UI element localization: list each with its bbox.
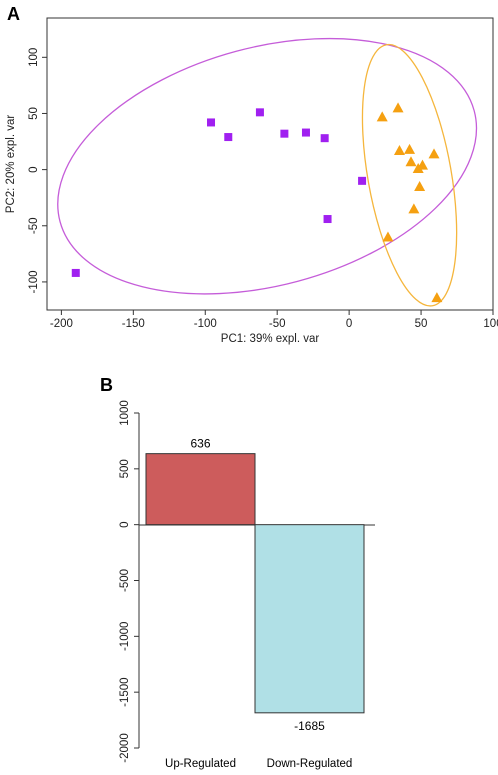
scatter-point-square [255, 108, 264, 117]
bar-y-tick-label: -2000 [119, 733, 131, 762]
bar-value-label: 636 [190, 437, 210, 451]
scatter-point-triangle [408, 203, 420, 214]
pca-x-tick-label: -50 [269, 318, 286, 330]
regulation-bar-chart: 1000 500 0 -500 -1000 -1500 -2000 636 Up-Regula… [119, 400, 375, 770]
scatter-point-square [207, 118, 216, 127]
pca-plot-frame [46, 17, 494, 311]
bar-category-label: Up-Regulated [165, 758, 236, 770]
pca-y-tick-label: -50 [28, 217, 40, 234]
pca-x-tick-label: -200 [50, 318, 73, 330]
scatter-point-square [280, 129, 289, 138]
pca-x-axis-label: PC1: 39% expl. var [221, 333, 320, 345]
bar-y-tick-label: -1000 [119, 622, 131, 651]
panel-a-letter: A [7, 4, 20, 24]
bar-y-tick-label: -1500 [119, 677, 131, 706]
bar-y-tick-label: 0 [119, 521, 131, 527]
bar-category-label: Down-Regulated [267, 758, 353, 770]
pca-scatter-plot: -200 -150 -100 -50 0 50 100 -100 -50 0 50 100 PC1:… [5, 17, 498, 345]
scatter-point-square [71, 268, 80, 277]
bar-y-tick-label: -500 [119, 569, 131, 592]
confidence-ellipse-1 [57, 37, 478, 295]
pca-y-axis-label: PC2: 20% expl. var [5, 115, 17, 214]
pca-y-tick-label: 100 [28, 48, 40, 67]
scatter-point-triangle [376, 111, 388, 122]
bar-down-regulated [254, 524, 365, 714]
bar-up-regulated [145, 453, 256, 526]
pca-x-tick-label: -150 [122, 318, 145, 330]
scatter-point-triangle [393, 145, 405, 156]
pca-y-tick-label: -100 [28, 270, 40, 293]
pca-x-tick-label: 0 [346, 318, 352, 330]
scatter-point-triangle [392, 102, 404, 113]
pca-x-tick-label: 50 [415, 318, 428, 330]
pca-x-tick-label: -100 [194, 318, 217, 330]
pca-x-tick-label: 100 [483, 318, 498, 330]
scatter-point-square [323, 215, 332, 224]
scatter-point-square [358, 176, 367, 185]
bar-y-tick-label: 500 [119, 459, 131, 478]
pca-y-tick-label: 50 [28, 107, 40, 120]
panel-b-letter: B [100, 375, 113, 395]
scatter-point-triangle [405, 156, 417, 167]
scatter-point-triangle [417, 159, 429, 170]
scatter-point-triangle [404, 143, 416, 154]
scatter-point-triangle [431, 292, 443, 303]
scatter-point-square [320, 134, 329, 143]
bar-y-tick-label: 1000 [119, 400, 131, 426]
scatter-point-square [301, 128, 310, 137]
pca-y-tick-label: 0 [28, 166, 40, 172]
confidence-ellipse-2 [361, 43, 458, 307]
scatter-point-triangle [382, 231, 394, 242]
bar-value-label: -1685 [294, 719, 325, 733]
scatter-point-square [224, 133, 233, 142]
scatter-point-triangle [414, 180, 426, 191]
scatter-point-triangle [428, 148, 440, 159]
